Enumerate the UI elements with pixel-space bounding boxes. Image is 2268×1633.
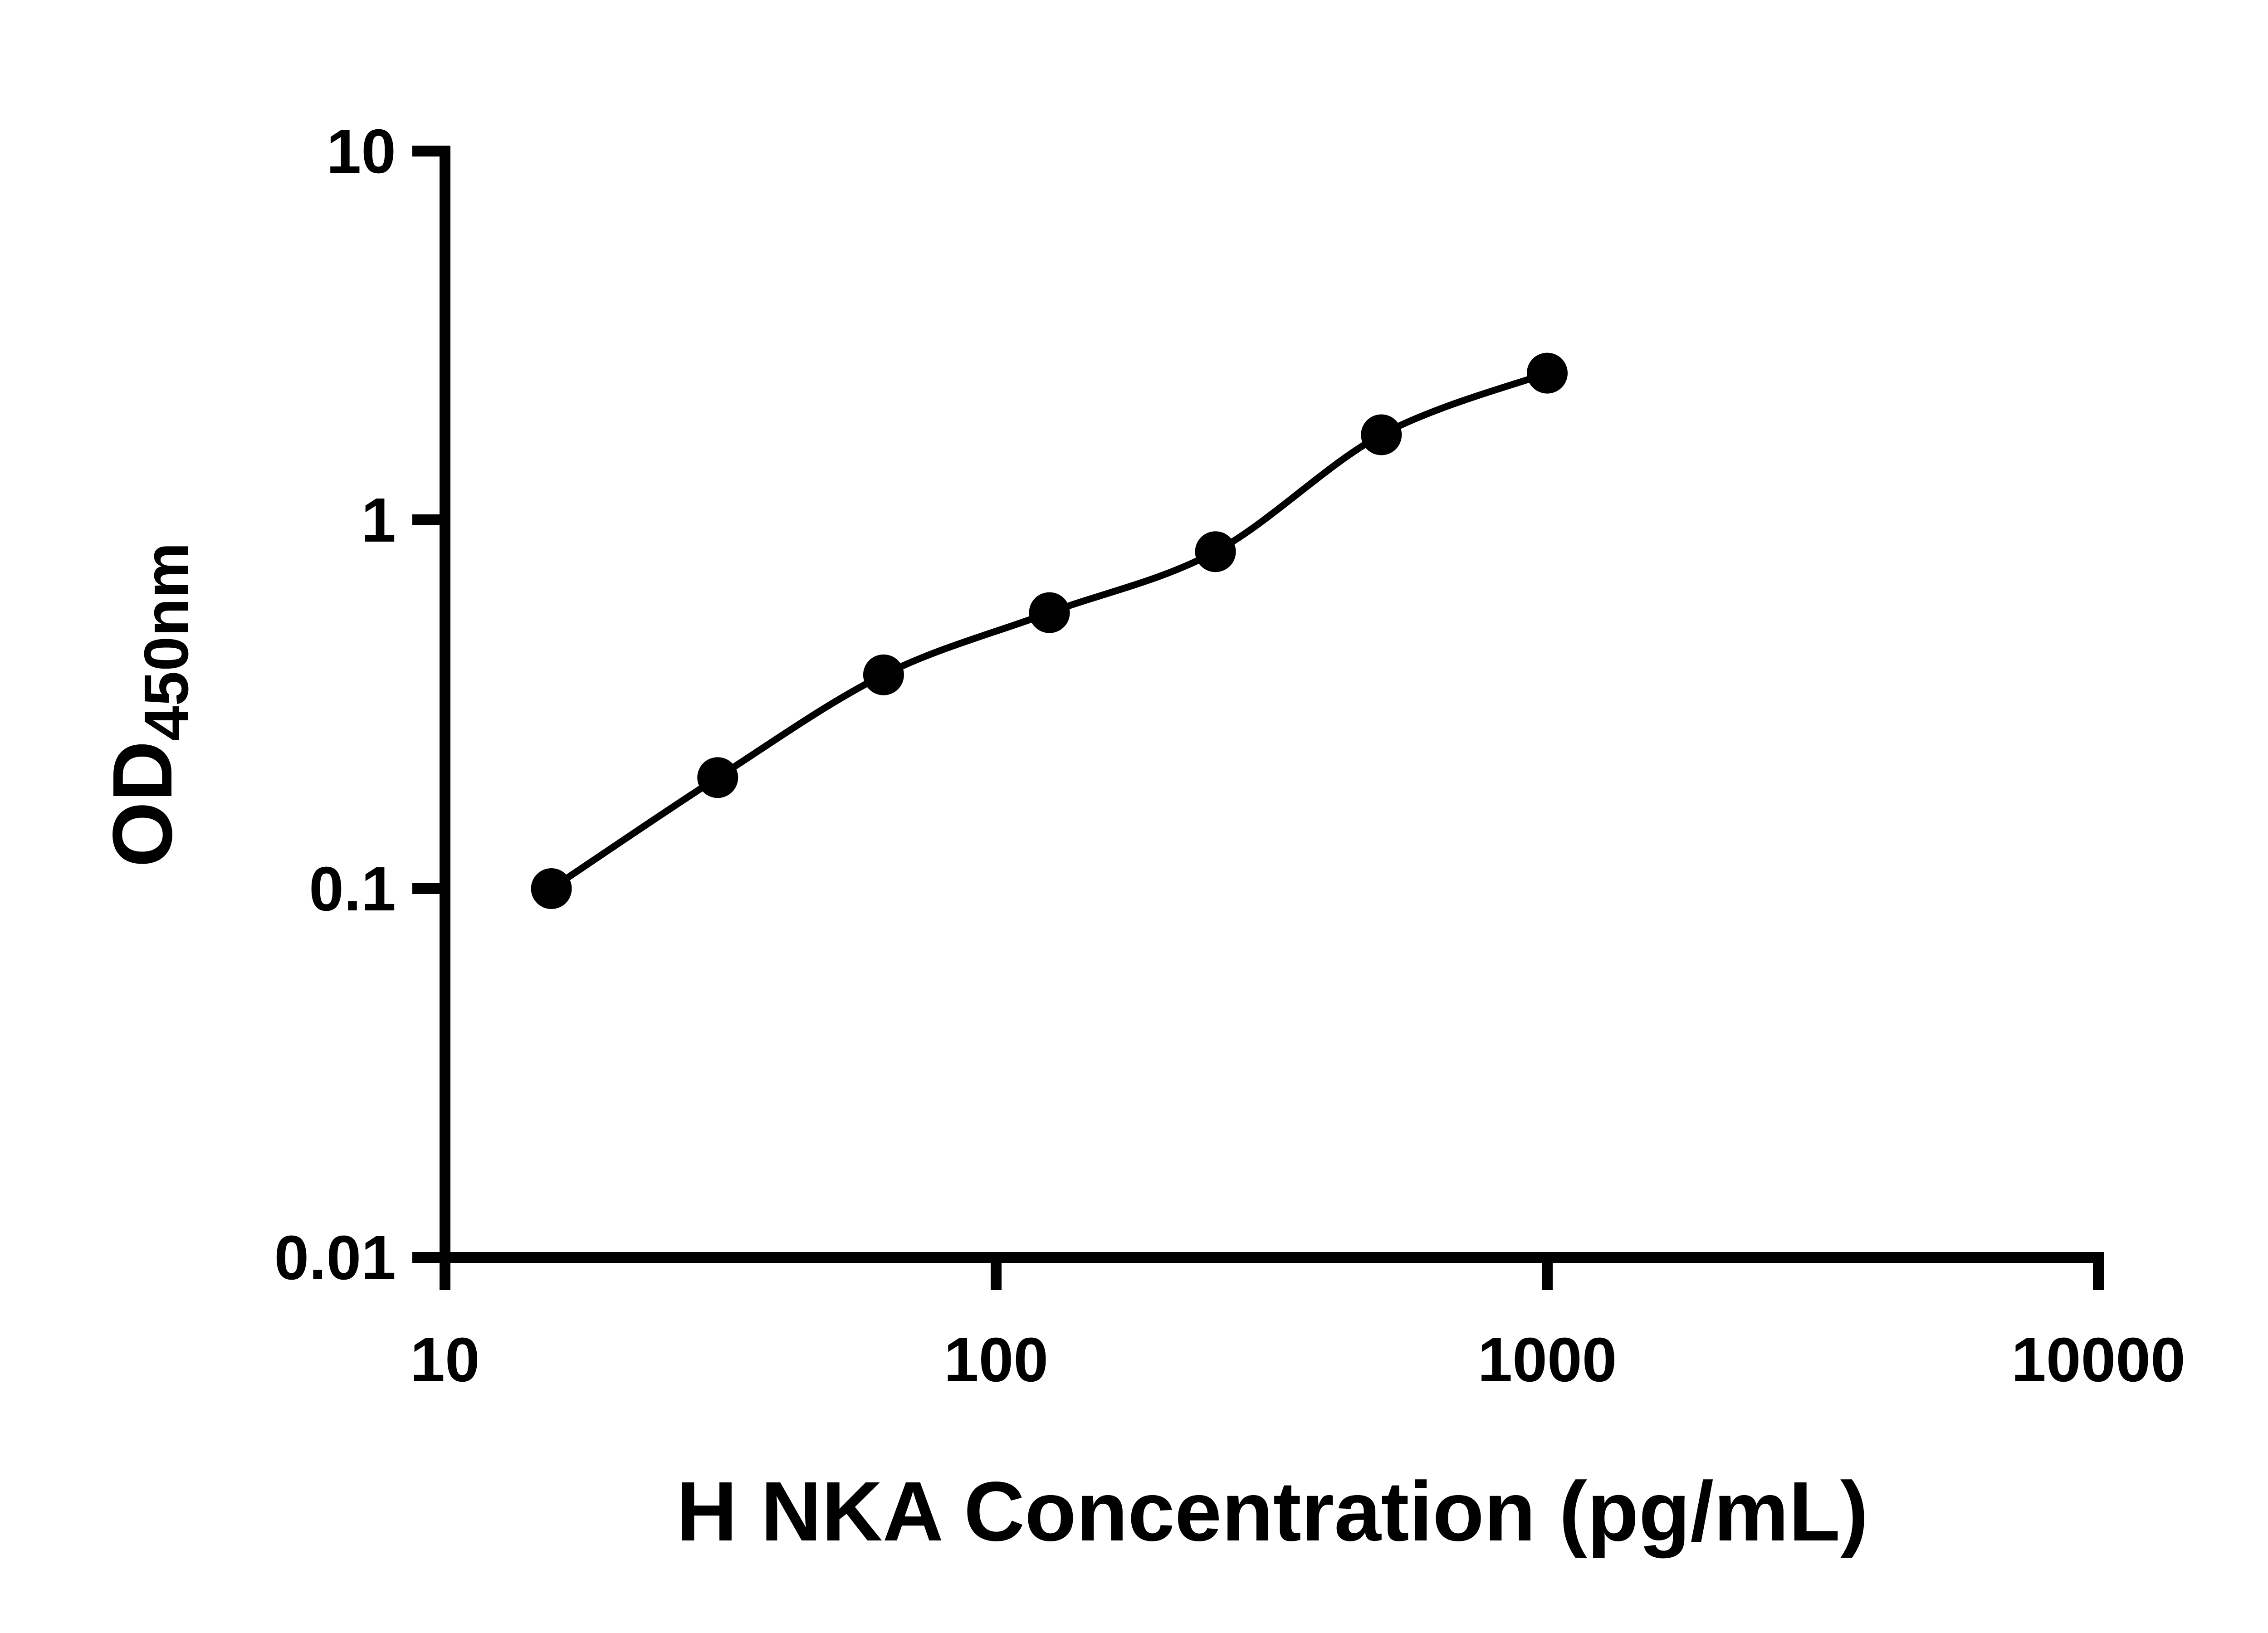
x-axis-title: H NKA Concentration (pg/mL): [676, 1465, 1868, 1559]
data-point: [1029, 592, 1070, 633]
y-axis-title-subscript: 450nm: [132, 543, 201, 741]
x-tick-label: 10: [410, 1325, 479, 1395]
data-point: [863, 654, 904, 695]
data-point: [1195, 531, 1236, 572]
x-tick-label: 100: [944, 1325, 1048, 1395]
x-tick-label: 1000: [1478, 1325, 1617, 1395]
data-point: [697, 757, 738, 798]
y-tick-label: 0.01: [274, 1223, 396, 1293]
y-axis-title: OD450nm: [96, 543, 201, 867]
tick-labels: 10 100 1000 10000 10 1 0.1 0.01: [274, 117, 2185, 1395]
y-axis-title-base: OD: [96, 741, 190, 867]
axis-ticks: [412, 146, 2104, 1290]
data-point: [1361, 414, 1402, 455]
y-tick-label: 0.1: [309, 854, 396, 924]
axes: [440, 146, 2104, 1263]
data-point: [531, 868, 572, 909]
data-points: [531, 352, 1568, 909]
y-tick-label: 10: [327, 117, 396, 186]
svg-text:OD450nm: OD450nm: [96, 543, 201, 867]
x-tick-label: 10000: [2011, 1325, 2185, 1395]
y-tick-label: 1: [361, 485, 396, 555]
data-point: [1527, 352, 1568, 394]
